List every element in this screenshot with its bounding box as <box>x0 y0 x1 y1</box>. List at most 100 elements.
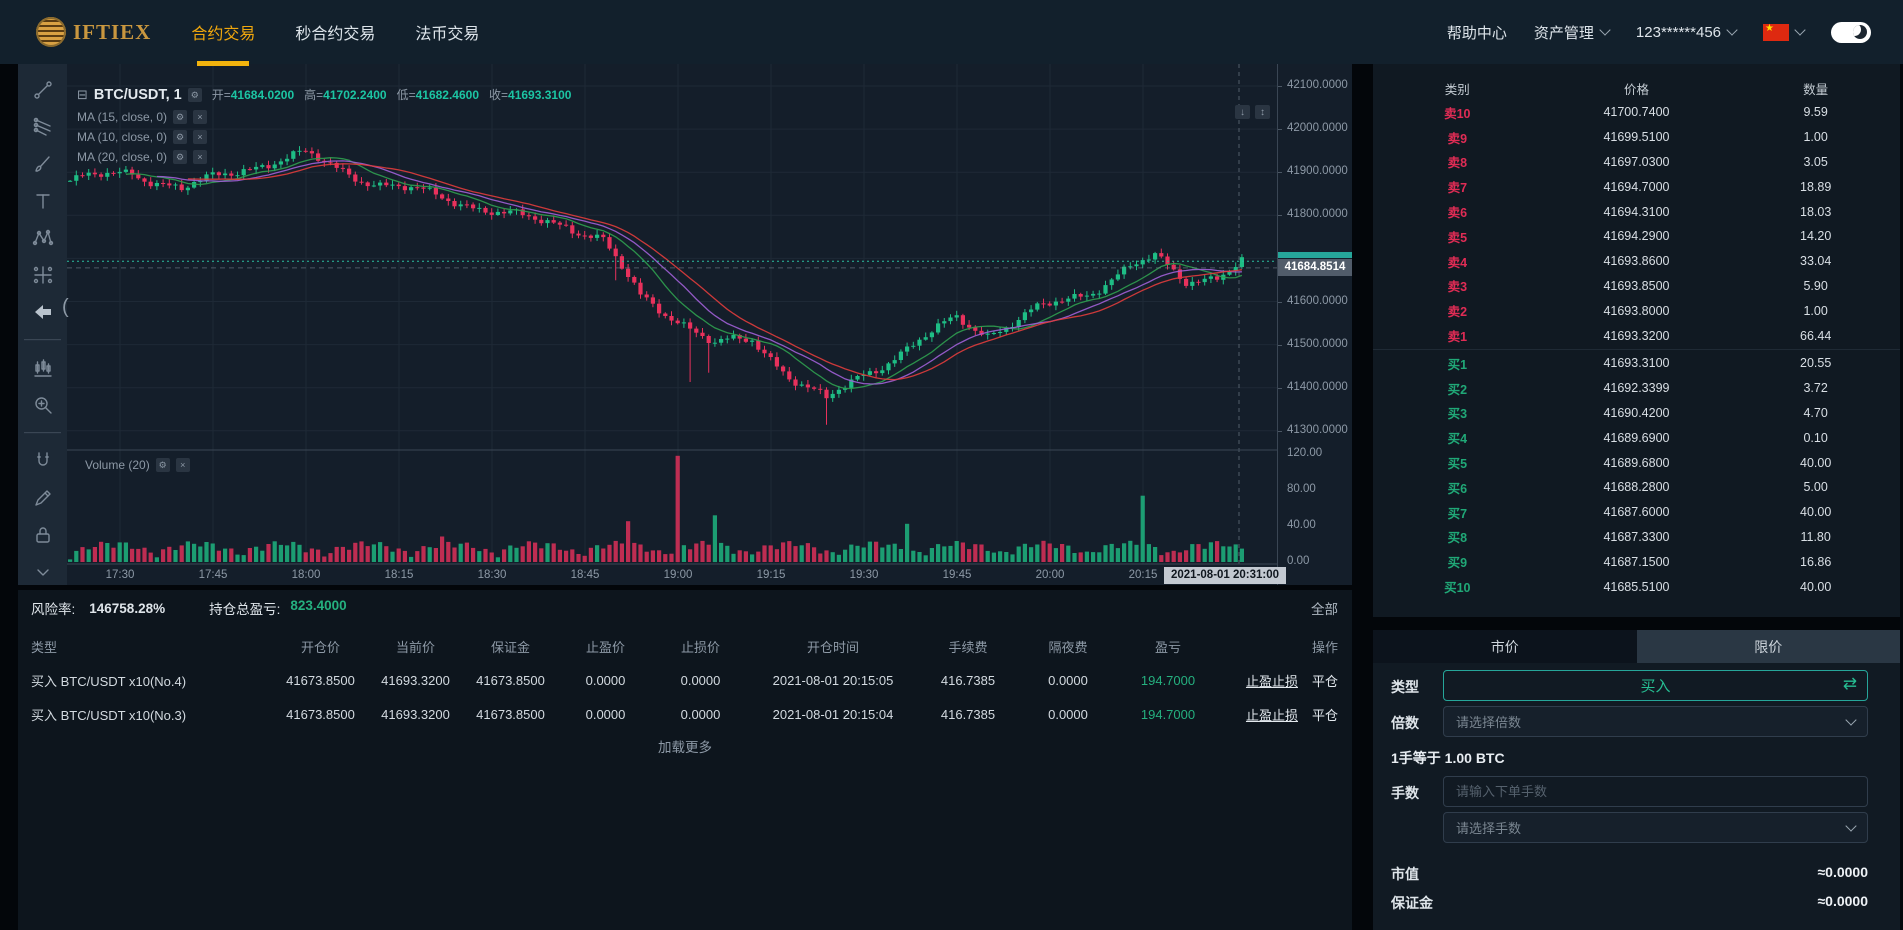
account-menu[interactable]: 123******456 <box>1636 24 1738 41</box>
gann-fib-icon[interactable] <box>31 115 55 139</box>
gear-icon[interactable]: ⚙ <box>173 150 188 164</box>
order-book-row[interactable]: 买10 41685.5100 40.00 <box>1444 579 1832 596</box>
order-book-row[interactable]: 卖3 41693.8500 5.90 <box>1447 278 1828 295</box>
order-book-row[interactable]: 买2 41692.3399 3.72 <box>1447 381 1828 397</box>
scale-reset-button[interactable]: ↕ <box>1255 105 1270 119</box>
time-axis-label: 18:45 <box>570 569 600 581</box>
scale-down-button[interactable]: ↓ <box>1235 105 1250 119</box>
tab-market[interactable]: 市价 <box>1373 630 1637 663</box>
ohlc-item: 收=41693.3100 <box>489 88 572 102</box>
chevron-down-icon[interactable] <box>31 560 55 584</box>
tpsl-button[interactable]: 止盈止损 <box>1245 707 1298 723</box>
positions-column-header: 操作 <box>1311 639 1338 655</box>
risk-rate-label: 风险率: <box>31 602 76 617</box>
leverage-select[interactable]: 请选择倍数 <box>1443 706 1868 737</box>
gear-icon[interactable]: ⚙ <box>155 458 170 472</box>
swap-icon[interactable]: ⇄ <box>1842 674 1857 693</box>
close-icon[interactable]: × <box>193 150 208 164</box>
time-axis-label: 17:30 <box>105 569 135 581</box>
order-book-divider <box>1373 348 1900 350</box>
help-center-link[interactable]: 帮助中心 <box>1446 24 1507 42</box>
order-book-row[interactable]: 买9 41687.1500 16.86 <box>1447 554 1832 571</box>
nav-item-2[interactable]: 法币交易 <box>415 26 480 43</box>
leverage-label: 倍数 <box>1391 715 1419 731</box>
price-axis[interactable]: 42100.0000 42000.0000 41900.0000 41800.0000… <box>1277 64 1352 585</box>
order-book-row[interactable]: 买1 41693.3100 20.55 <box>1447 356 1832 372</box>
xabcd-pattern-icon[interactable] <box>31 226 55 250</box>
asset-management-link[interactable]: 资产管理 <box>1534 22 1611 43</box>
theme-toggle[interactable] <box>1831 21 1871 43</box>
ohlc-item: 高=41702.2400 <box>304 88 387 102</box>
lots-select[interactable]: 请选择手数 <box>1443 812 1868 843</box>
order-book-row[interactable]: 卖4 41693.8600 33.04 <box>1447 254 1832 270</box>
toolbar-collapse-handle[interactable]: ( <box>62 296 69 318</box>
close-icon[interactable]: × <box>193 110 208 124</box>
order-book-row[interactable]: 卖10 41700.7400 9.59 <box>1444 105 1828 121</box>
close-position-button[interactable]: 平仓 <box>1311 673 1338 689</box>
positions-column-header: 当前价 <box>395 639 435 655</box>
china-flag-icon: ★ <box>1763 23 1789 41</box>
price-axis-label: 41300.0000 <box>1287 423 1348 436</box>
position-row: 买入 BTC/USDT x10(No.4) 41673.8500 41693.320… <box>31 672 1338 689</box>
close-icon[interactable]: × <box>175 458 190 472</box>
gear-icon[interactable]: ⚙ <box>187 88 202 102</box>
gear-icon[interactable]: ⚙ <box>173 110 188 124</box>
pencil-icon[interactable] <box>31 486 55 510</box>
arrow-left-icon[interactable] <box>31 300 55 324</box>
lock-icon[interactable] <box>31 523 55 547</box>
lots-input[interactable] <box>1443 776 1868 807</box>
time-axis-label: 18:15 <box>384 569 414 581</box>
ohlc-item: 低=41682.4600 <box>396 88 479 102</box>
order-book-row[interactable]: 卖5 41694.2900 14.20 <box>1447 229 1832 245</box>
drawing-toolbar <box>18 64 67 585</box>
filter-all-button[interactable]: 全部 <box>1311 602 1338 617</box>
candlestick-chart[interactable]: 42100.0000 42000.0000 41900.0000 41800.0000… <box>67 64 1352 585</box>
order-book-row[interactable]: 买3 41690.4200 4.70 <box>1447 405 1828 422</box>
language-selector[interactable]: ★ <box>1763 23 1806 41</box>
time-axis-label: 19:15 <box>756 569 786 581</box>
order-book-row[interactable]: 卖1 41693.3200 66.44 <box>1447 328 1832 345</box>
positions-panel: 风险率: 146758.28% 持仓总盈亏: 823.4000 全部 类型 开仓价… <box>18 590 1352 930</box>
gear-icon[interactable]: ⚙ <box>173 130 188 144</box>
volume-axis-label: 0.00 <box>1287 555 1310 567</box>
indicator-legend-ma20: MA (20, close, 0) ⚙ × <box>77 150 208 164</box>
time-axis-label: 18:30 <box>477 569 507 581</box>
close-icon[interactable]: × <box>193 130 208 144</box>
order-book-row[interactable]: 卖6 41694.3100 18.03 <box>1447 204 1832 221</box>
order-book-row[interactable]: 买5 41689.6800 40.00 <box>1447 455 1832 472</box>
order-book-row[interactable]: 买8 41687.3300 11.80 <box>1447 529 1831 546</box>
chevron-down-icon <box>1726 24 1738 36</box>
close-position-button[interactable]: 平仓 <box>1311 707 1338 723</box>
order-book-row[interactable]: 卖7 41694.7000 18.89 <box>1447 179 1832 196</box>
tpsl-button[interactable]: 止盈止损 <box>1245 673 1298 689</box>
load-more-button[interactable]: 加载更多 <box>658 740 712 755</box>
brush-icon[interactable] <box>31 152 55 176</box>
zoom-in-icon[interactable] <box>31 393 55 417</box>
nav-item-0[interactable]: 合约交易 <box>191 0 255 64</box>
logo[interactable]: IFTIEX <box>36 17 151 47</box>
forecast-icon[interactable] <box>31 263 55 287</box>
order-book-row[interactable]: 卖9 41699.5100 1.00 <box>1447 130 1828 146</box>
order-book-row[interactable]: 买7 41687.6000 40.00 <box>1447 505 1832 521</box>
positions-column-header: 止损价 <box>680 639 720 655</box>
tab-limit[interactable]: 限价 <box>1636 630 1900 663</box>
chart-symbol-title[interactable]: BTC/USDT, 1 <box>93 87 182 103</box>
collapse-legend-icon[interactable]: ⊟ <box>77 87 88 102</box>
order-book-row[interactable]: 买4 41689.6900 0.10 <box>1447 430 1828 447</box>
order-book-column-header: 数量 <box>1803 82 1829 97</box>
order-book-row[interactable]: 卖2 41693.8000 1.00 <box>1447 303 1828 320</box>
magnet-icon[interactable] <box>31 449 55 473</box>
order-book-header: 类别 价格 数量 <box>1373 76 1900 100</box>
order-book-row[interactable]: 买6 41688.2800 5.00 <box>1447 480 1828 496</box>
bar-pattern-icon[interactable] <box>31 356 55 380</box>
chart-canvas[interactable] <box>67 64 1277 585</box>
chart-legend: ⊟ BTC/USDT, 1 ⚙ 开=41684.0200 高=41702.2400… <box>77 86 571 104</box>
crosshair-time-tag: 2021-08-01 20:31:00 <box>1164 567 1287 584</box>
text-tool-icon[interactable] <box>31 189 55 213</box>
price-axis-label: 41500.0000 <box>1287 337 1348 350</box>
top-navbar: IFTIEX 合约交易 秒合约交易 法币交易 帮助中心 资产管理 123******… <box>0 0 1903 64</box>
nav-item-1[interactable]: 秒合约交易 <box>295 26 376 43</box>
trend-line-icon[interactable] <box>31 78 55 102</box>
order-book-row[interactable]: 卖8 41697.0300 3.05 <box>1447 154 1828 171</box>
side-select-button[interactable]: 买入 ⇄ <box>1443 670 1868 701</box>
